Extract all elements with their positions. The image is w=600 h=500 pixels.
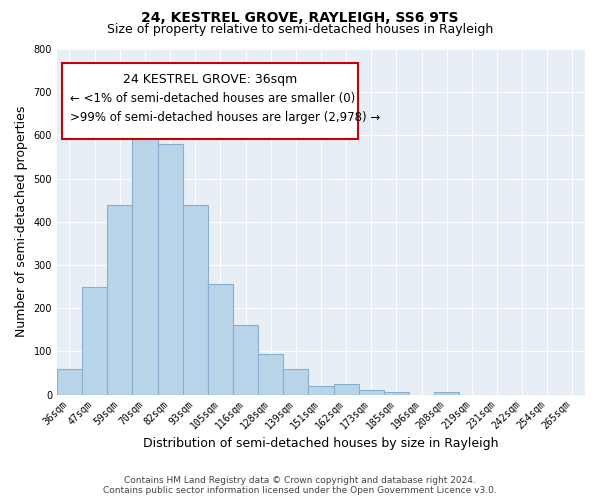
Bar: [258, 354, 283, 395]
Bar: [107, 204, 133, 394]
Bar: [133, 136, 158, 394]
Bar: [359, 390, 384, 394]
Bar: [233, 326, 258, 394]
Text: Size of property relative to semi-detached houses in Rayleigh: Size of property relative to semi-detach…: [107, 22, 493, 36]
Text: 24, KESTREL GROVE, RAYLEIGH, SS6 9TS: 24, KESTREL GROVE, RAYLEIGH, SS6 9TS: [141, 11, 459, 25]
Bar: [158, 144, 182, 395]
Bar: [308, 386, 334, 394]
Bar: [334, 384, 359, 394]
Bar: [384, 392, 409, 394]
X-axis label: Distribution of semi-detached houses by size in Rayleigh: Distribution of semi-detached houses by …: [143, 437, 499, 450]
Text: >99% of semi-detached houses are larger (2,978) →: >99% of semi-detached houses are larger …: [70, 111, 380, 124]
Text: ← <1% of semi-detached houses are smaller (0): ← <1% of semi-detached houses are smalle…: [70, 92, 355, 105]
Y-axis label: Number of semi-detached properties: Number of semi-detached properties: [15, 106, 28, 338]
Bar: [57, 368, 82, 394]
Bar: [182, 204, 208, 394]
FancyBboxPatch shape: [62, 63, 358, 139]
Bar: [208, 284, 233, 395]
Text: 24 KESTREL GROVE: 36sqm: 24 KESTREL GROVE: 36sqm: [123, 73, 297, 86]
Text: Contains HM Land Registry data © Crown copyright and database right 2024.
Contai: Contains HM Land Registry data © Crown c…: [103, 476, 497, 495]
Bar: [82, 286, 107, 395]
Bar: [283, 368, 308, 394]
Bar: [434, 392, 459, 394]
